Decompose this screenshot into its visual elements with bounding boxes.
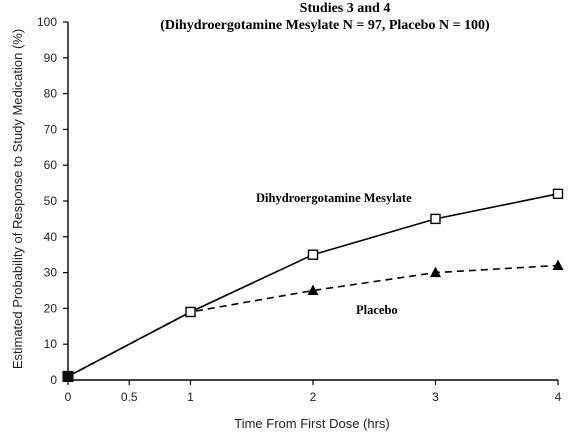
y-tick-label: 90 xyxy=(44,51,58,65)
series-label-dihydroergotamine: Dihydroergotamine Mesylate xyxy=(256,191,412,205)
y-tick-label: 70 xyxy=(44,122,58,136)
x-tick-label: 4 xyxy=(555,390,562,404)
x-tick-label: 2 xyxy=(310,390,317,404)
chart-title: Studies 3 and 4 xyxy=(300,1,391,16)
y-axis-label: Estimated Probability of Response to Stu… xyxy=(10,29,25,369)
data-point-placebo xyxy=(430,266,441,278)
data-point-dihydroergotamine xyxy=(552,188,564,200)
y-tick-label: 0 xyxy=(50,373,57,387)
data-point-dihydroergotamine xyxy=(307,249,319,260)
data-point-dihydroergotamine xyxy=(430,213,441,225)
x-axis-ticks: 0 0.5 1 2 3 4 xyxy=(65,380,562,404)
y-tick-label: 30 xyxy=(44,266,58,280)
series-line-placebo xyxy=(67,264,559,378)
y-tick-label: 10 xyxy=(44,337,58,351)
x-tick-label: 0.5 xyxy=(121,390,138,404)
data-point-placebo xyxy=(307,284,319,295)
data-point-dihydroergotamine xyxy=(185,306,196,318)
x-tick-label: 3 xyxy=(432,390,439,404)
x-axis-label: Time From First Dose (hrs) xyxy=(234,416,390,431)
x-tick-label: 0 xyxy=(65,390,72,404)
series-label-placebo: Placebo xyxy=(356,303,398,317)
chart-subtitle: (Dihydroergotamine Mesylate N = 97, Plac… xyxy=(160,18,490,33)
x-tick-label: 1 xyxy=(187,390,194,404)
y-tick-label: 40 xyxy=(44,230,58,244)
y-tick-label: 80 xyxy=(44,87,58,101)
y-tick-label: 20 xyxy=(44,301,58,315)
y-tick-label: 50 xyxy=(44,194,58,208)
y-tick-label: 60 xyxy=(44,158,58,172)
data-point-origin xyxy=(62,370,74,382)
y-axis-ticks: 0 10 20 30 40 50 60 70 80 90 100 xyxy=(37,15,68,387)
series-group xyxy=(62,188,564,382)
data-point-placebo xyxy=(552,259,564,270)
y-tick-label: 100 xyxy=(37,15,57,29)
